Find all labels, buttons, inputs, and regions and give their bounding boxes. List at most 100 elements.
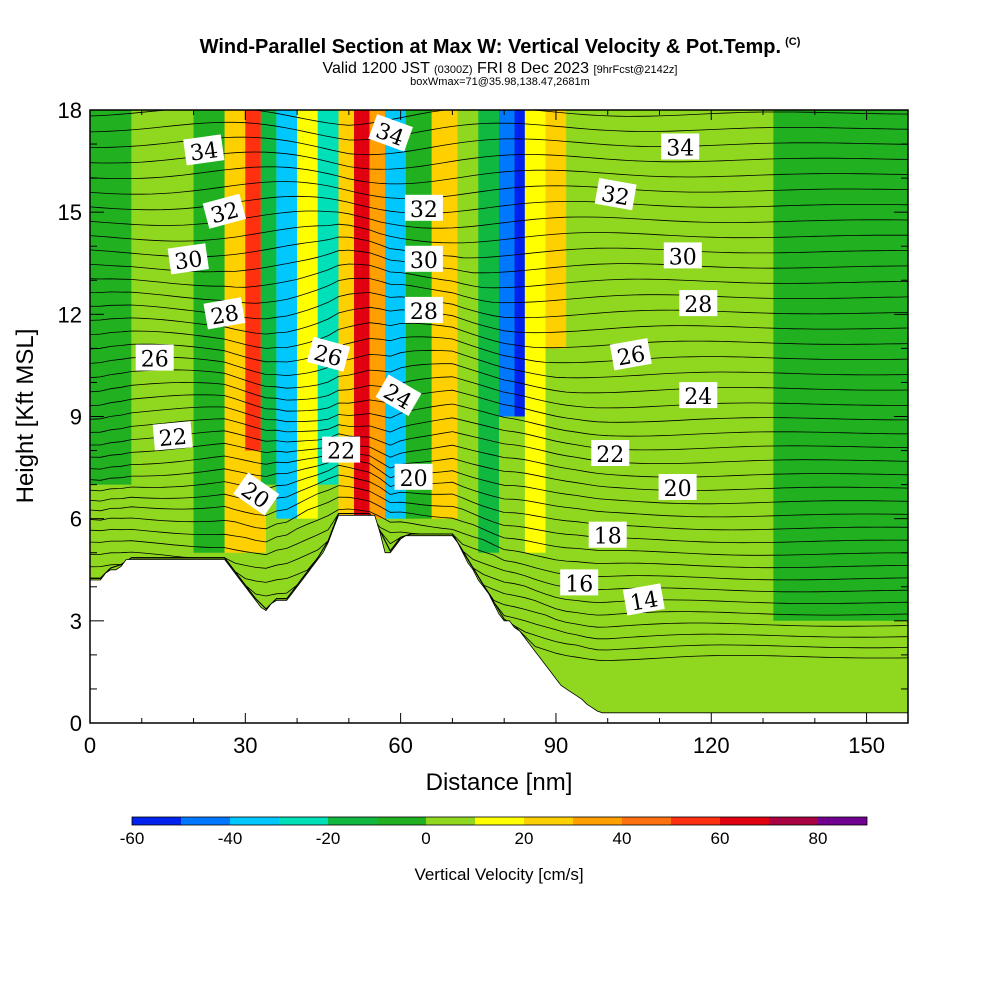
theta-label-group: 22 <box>591 440 630 468</box>
theta-label-box <box>233 472 280 516</box>
velocity-cell <box>260 110 277 485</box>
colorbar-swatch <box>230 817 279 825</box>
theta-contour-line <box>90 513 908 593</box>
theta-contour-line <box>90 136 908 156</box>
theta-label: 26 <box>141 348 169 373</box>
velocity-cell <box>773 110 908 621</box>
colorbar-swatch <box>328 817 377 825</box>
theta-contour-line <box>90 508 908 569</box>
colorbar-swatch <box>279 817 328 825</box>
theta-label-group: 32 <box>404 194 443 223</box>
y-tick-label: 3 <box>70 609 82 634</box>
theta-label: 28 <box>684 293 712 318</box>
theta-contour-line <box>90 336 908 364</box>
theta-label: 26 <box>615 342 647 371</box>
valid-time-line: Valid 1200 JST (0300Z) FRI 8 Dec 2023 [9… <box>0 60 1000 78</box>
theta-contour-line <box>90 389 908 423</box>
colorbar-frame <box>131 816 868 826</box>
theta-label-box <box>404 194 443 221</box>
theta-contour-line <box>90 417 908 451</box>
valid-utc: (0300Z) <box>434 64 473 76</box>
theta-contour-line <box>90 151 908 170</box>
theta-label-box <box>560 569 599 596</box>
theta-label-box <box>622 583 665 616</box>
theta-contour-line <box>90 249 908 274</box>
theta-contour-line <box>90 236 908 259</box>
theta-label-group: 16 <box>560 569 599 597</box>
theta-label-group: 28 <box>404 296 443 325</box>
colorbar-tick-label: -20 <box>316 829 341 848</box>
colorbar-swatch <box>769 817 818 825</box>
x-axis-title: Distance [nm] <box>426 769 573 796</box>
theta-label-box <box>135 344 174 371</box>
contour-labels: 3432302826222034323028262422203432302826… <box>135 114 718 617</box>
theta-contour-line <box>90 496 908 556</box>
valid-prefix: Valid 1200 JST <box>322 60 430 77</box>
x-tick-label: 0 <box>84 733 96 758</box>
colorbar-swatch <box>377 817 426 825</box>
theta-label-box <box>591 440 630 466</box>
theta-label: 18 <box>594 525 622 550</box>
valid-date: FRI 8 Dec 2023 <box>477 60 590 77</box>
colorbar-swatch <box>524 817 573 825</box>
theta-contour-line <box>90 121 908 141</box>
velocity-cell <box>317 110 339 485</box>
theta-label-box <box>167 243 209 275</box>
velocity-cell <box>499 110 515 417</box>
x-tick-label: 90 <box>544 733 568 758</box>
axes: 0 30 60 90 120 150 0 3 6 9 12 15 18 <box>58 98 908 758</box>
velocity-cell <box>385 110 406 519</box>
theta-label: 22 <box>327 440 355 465</box>
theta-contour-line <box>90 363 908 394</box>
theta-label-box <box>661 133 700 160</box>
colorbar-swatch <box>426 817 475 825</box>
theta-label: 16 <box>565 572 593 597</box>
chart-title-text: Wind-Parallel Section at Max W: Vertical… <box>199 36 782 58</box>
theta-label-group: 20 <box>658 474 697 502</box>
theta-label-group: 28 <box>679 290 718 318</box>
theta-label-box <box>588 521 627 548</box>
forecast-info: [9hrFcst@2142z] <box>593 64 678 76</box>
theta-contour-line <box>90 474 908 531</box>
theta-label-group: 28 <box>203 297 246 331</box>
theta-contour-line <box>90 448 908 491</box>
theta-contour-line <box>90 223 908 244</box>
theta-label-box <box>203 297 246 330</box>
x-tick-label: 120 <box>693 733 730 758</box>
theta-label: 30 <box>669 245 697 270</box>
colorbar-swatch <box>573 817 622 825</box>
theta-label: 14 <box>628 587 660 616</box>
theta-label: 34 <box>666 137 694 162</box>
colorbar-tick-label: 60 <box>711 829 730 848</box>
theta-label-group: 30 <box>404 245 443 274</box>
theta-contour-line <box>90 110 908 126</box>
theta-contour-line <box>90 455 908 505</box>
theta-label-group: 24 <box>679 382 718 410</box>
colorbar-title: Vertical Velocity [cm/s] <box>414 865 583 884</box>
theta-label-group: 26 <box>135 344 174 373</box>
theta-label: 28 <box>209 301 241 330</box>
theta-label-group: 30 <box>663 242 702 270</box>
theta-contour-line <box>90 263 908 289</box>
colorbar: -60 -40 -20 0 20 40 60 80 <box>120 816 868 848</box>
colorbar-swatch <box>818 817 867 825</box>
velocity-cell <box>731 314 774 723</box>
y-axis-title: Height [Kft MSL] <box>12 329 39 504</box>
theta-contour-line <box>90 322 908 349</box>
theta-label-group: 30 <box>167 243 209 276</box>
y-tick-label: 9 <box>70 405 82 430</box>
theta-label-box <box>306 336 351 372</box>
theta-label-group: 22 <box>322 436 361 465</box>
terrain <box>89 514 909 724</box>
theta-label: 22 <box>596 443 624 468</box>
theta-label-box <box>679 382 718 409</box>
theta-label-group: 34 <box>183 134 225 167</box>
theta-contour-line <box>90 376 908 409</box>
theta-label-group: 22 <box>152 421 193 452</box>
colorbar-swatch <box>720 817 769 825</box>
theta-contour-line <box>90 349 908 379</box>
theta-label-group: 20 <box>394 463 433 492</box>
theta-label-box <box>152 421 193 451</box>
theta-label-box <box>368 114 413 152</box>
